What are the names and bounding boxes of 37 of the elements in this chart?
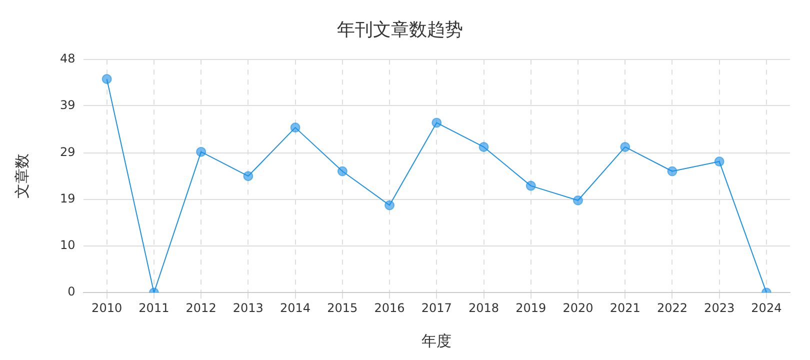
point: [337, 166, 348, 176]
x-tick-label: 2012: [186, 300, 216, 315]
x-axis-title: 年度: [422, 332, 452, 350]
x-tick-label: 2015: [327, 300, 358, 315]
point: [620, 142, 630, 152]
y-tick-label: 48: [60, 52, 76, 66]
x-tick-label: 2013: [232, 300, 264, 315]
y-tick-label: 19: [60, 192, 76, 206]
point: [478, 142, 489, 152]
x-tick-label: 2021: [610, 300, 640, 315]
y-tick-label: 0: [68, 284, 76, 299]
point: [432, 118, 442, 128]
x-tick-label: 2023: [704, 300, 735, 315]
y-tick-label: 29: [60, 144, 76, 159]
x-tick-label: 2024: [751, 300, 782, 315]
point: [667, 166, 678, 176]
point: [102, 74, 112, 84]
x-tick-label: 2014: [280, 300, 311, 315]
y-axis-title: 文章数: [12, 154, 31, 199]
point: [714, 156, 724, 167]
point: [290, 122, 300, 133]
x-tick-label: 2018: [468, 300, 500, 315]
x-tick-label: 2022: [656, 300, 688, 315]
point: [572, 195, 583, 206]
y-tick-label: 10: [60, 238, 76, 252]
y-tick-label: 39: [60, 98, 76, 112]
x-tick-label: 2016: [374, 300, 405, 315]
point: [243, 171, 254, 182]
x-tick-label: 2019: [516, 300, 546, 315]
x-tick-label: 2017: [421, 300, 452, 315]
point: [526, 180, 536, 191]
chart-title: 年刊文章数趋势: [337, 19, 463, 40]
x-tick-label: 2020: [562, 300, 594, 315]
x-tick-label: 2010: [92, 300, 122, 315]
x-tick-label: 2011: [138, 300, 170, 315]
point: [384, 200, 395, 210]
point: [196, 146, 206, 157]
